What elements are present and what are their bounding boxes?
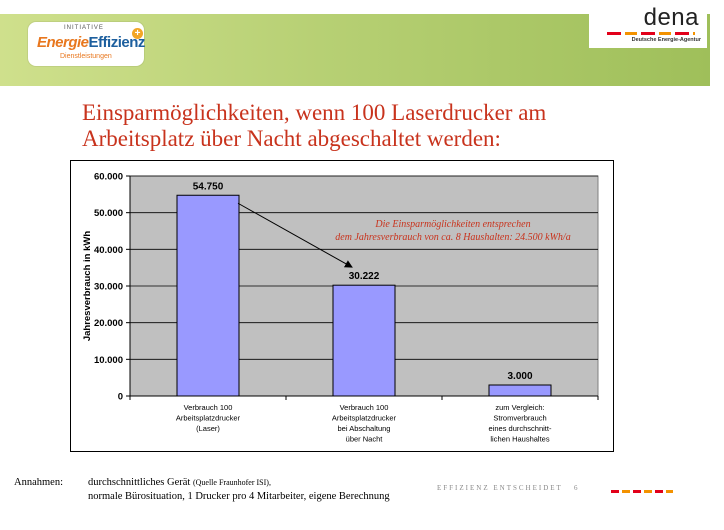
slide-title: Einsparmöglichkeiten, wenn 100 Laserdruc… — [82, 100, 642, 152]
footer-line-1: durchschnittliches Gerät (Quelle Fraunho… — [88, 477, 271, 488]
y-tick-label: 40.000 — [94, 245, 123, 256]
y-tick-label: 50.000 — [94, 208, 123, 219]
chart-annotation: Die Einsparmöglichkeiten entsprechen dem… — [318, 219, 588, 244]
logo-initiative-text: INITIATIVE — [64, 25, 104, 31]
chart-annotation-line-2: dem Jahresverbrauch von ca. 8 Haushalten… — [335, 231, 571, 243]
footer-color-bar — [611, 490, 673, 493]
logo-subtitle: Dienstleistungen — [60, 53, 112, 60]
bar-value-label: 54.750 — [193, 181, 224, 192]
x-category-label: zum Vergleich: — [495, 403, 544, 412]
page-number: 6 — [574, 484, 580, 492]
bar-chart: 0 10.000 20.000 30.000 40.000 50.000 60.000 Jah… — [82, 172, 599, 444]
x-category-label: Arbeitsplatzdrucker — [176, 414, 241, 423]
footer-slogan-text: EFFIZIENZ ENTSCHEIDET — [437, 484, 563, 492]
y-tick-label: 20.000 — [94, 318, 123, 329]
x-category-label: bei Abschaltung — [338, 424, 391, 433]
plus-icon: + — [132, 28, 143, 39]
slide-title-line-2: Arbeitsplatz über Nacht abgeschaltet wer… — [82, 126, 501, 151]
chart-annotation-line-1: Die Einsparmöglichkeiten entsprechen — [375, 219, 531, 230]
bar — [176, 194, 240, 397]
energie-effizienz-logo: INITIATIVE EnergieEffizienz + Dienstleis… — [28, 22, 145, 66]
x-category-label: über Nacht — [346, 435, 384, 444]
footer-line-1-text: durchschnittliches Gerät — [88, 477, 191, 488]
x-category-label: Verbrauch 100 — [340, 403, 389, 412]
footer-line-2: normale Bürosituation, 1 Drucker pro 4 M… — [88, 491, 390, 502]
dena-logo: dena Deutsche Energie-Agentur — [589, 4, 707, 48]
dena-logo-bar — [607, 32, 695, 35]
x-category-label: (Laser) — [196, 424, 220, 433]
bar-value-label: 3.000 — [507, 371, 532, 382]
x-category-label: Verbrauch 100 — [184, 403, 233, 412]
dena-logo-word: dena — [643, 4, 699, 31]
footer-slogan: EFFIZIENZ ENTSCHEIDET 6 — [437, 484, 580, 492]
slide-title-line-1: Einsparmöglichkeiten, wenn 100 Laserdruc… — [82, 100, 547, 125]
logo-brand: EnergieEffizienz — [37, 34, 145, 51]
logo-brand-energie: Energie — [37, 34, 89, 51]
bar — [488, 384, 552, 397]
x-category-label: eines durchschnitt- — [489, 424, 552, 433]
x-category-label: lichen Haushaltes — [490, 435, 549, 444]
dena-logo-tagline: Deutsche Energie-Agentur — [631, 37, 701, 43]
bar — [332, 284, 396, 397]
footer-label: Annahmen: — [14, 477, 63, 488]
logo-brand-effizienz: Effizienz — [88, 34, 146, 51]
y-tick-label: 10.000 — [94, 355, 123, 366]
x-category-label: Arbeitsplatzdrucker — [332, 414, 397, 423]
y-axis-title: Jahresverbrauch in kWh — [82, 231, 93, 342]
footer-source: (Quelle Fraunhofer ISI), — [192, 478, 271, 487]
annotation-arrow — [237, 202, 353, 268]
x-category-label: Stromverbrauch — [493, 414, 546, 423]
y-tick-label: 0 — [118, 392, 123, 403]
y-tick-label: 60.000 — [94, 172, 123, 183]
y-tick-label: 30.000 — [94, 282, 123, 293]
bar-value-label: 30.222 — [349, 271, 380, 282]
